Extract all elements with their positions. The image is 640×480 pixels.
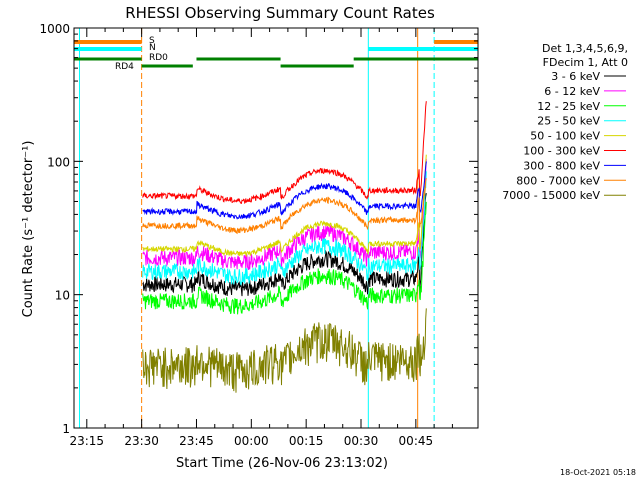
series-line bbox=[142, 101, 427, 204]
y-tick-label: 10 bbox=[55, 289, 70, 303]
x-tick-label: 00:00 bbox=[234, 434, 269, 448]
legend-entry-label: 100 - 300 keV bbox=[523, 145, 600, 158]
x-axis-label: Start Time (26-Nov-06 23:13:02) bbox=[176, 456, 388, 471]
x-tick-label: 00:30 bbox=[344, 434, 379, 448]
legend-entry-label: 50 - 100 keV bbox=[530, 130, 600, 143]
x-tick-label: 23:45 bbox=[179, 434, 214, 448]
legend-entry-label: 7000 - 15000 keV bbox=[502, 189, 600, 202]
flag-label: S bbox=[149, 36, 155, 46]
y-tick-label: 1000 bbox=[39, 22, 70, 36]
y-tick-label: 100 bbox=[47, 155, 70, 169]
legend-entry-label: 6 - 12 keV bbox=[544, 85, 600, 98]
legend-header-line-1: Det 1,3,4,5,6,9, bbox=[542, 42, 628, 55]
x-tick-label: 23:15 bbox=[69, 434, 104, 448]
flag-label: RD4 bbox=[115, 62, 134, 72]
series-line bbox=[142, 154, 427, 258]
plot-frame bbox=[73, 27, 479, 429]
footer-date: 18-Oct-2021 05:18 bbox=[560, 468, 636, 477]
x-tick-label: 23:30 bbox=[124, 434, 159, 448]
legend-entry-label: 12 - 25 keV bbox=[537, 100, 600, 113]
flag-label: N bbox=[149, 43, 156, 53]
series-line bbox=[142, 193, 427, 297]
legend-entry-label: 3 - 6 keV bbox=[551, 70, 600, 83]
legend-entry-label: 300 - 800 keV bbox=[523, 159, 600, 172]
axes: 23:15 23:30 23:45 00:00 00:15 00:30 00:45 1 10 10… bbox=[39, 22, 479, 448]
flag-label: RD0 bbox=[149, 53, 168, 63]
series-line bbox=[142, 178, 427, 235]
legend-entry-label: 800 - 7000 keV bbox=[516, 174, 600, 187]
x-tick-label: 00:15 bbox=[289, 434, 324, 448]
series-line bbox=[142, 161, 427, 220]
series-line bbox=[142, 158, 427, 270]
y-axis-label: Count Rate (s⁻¹ detector⁻¹) bbox=[21, 141, 36, 318]
x-tick-label: 00:45 bbox=[399, 434, 434, 448]
legend: 3 - 6 keV 6 - 12 keV 12 - 25 keV 25 - 50 ke… bbox=[502, 70, 626, 202]
series-line bbox=[142, 201, 427, 315]
series-line bbox=[142, 308, 427, 393]
legend-header-line-2: FDecim 1, Att 0 bbox=[543, 56, 628, 69]
chart-title: RHESSI Observing Summary Count Rates bbox=[125, 4, 435, 22]
y-tick-label: 1 bbox=[62, 422, 70, 436]
series-line bbox=[142, 171, 427, 286]
legend-entry-label: 25 - 50 keV bbox=[537, 115, 600, 128]
